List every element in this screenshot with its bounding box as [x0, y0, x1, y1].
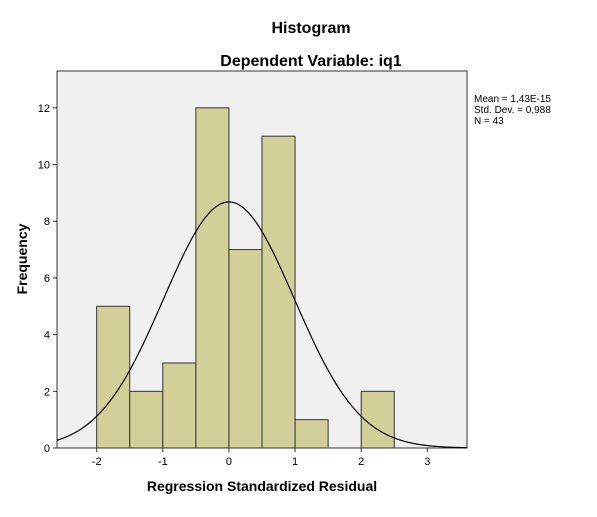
histogram-bar-7 — [294, 419, 329, 449]
histogram-bar-3 — [162, 362, 197, 449]
histogram-bar-5 — [228, 249, 263, 449]
chart-title: Histogram — [271, 20, 350, 37]
bars-layer — [96, 107, 395, 449]
histogram-bar-4 — [195, 107, 230, 449]
histogram-bar-6 — [261, 135, 296, 449]
y-tick-label: 12 — [38, 103, 50, 115]
x-tick-label: 1 — [292, 456, 298, 468]
y-tick-label: 10 — [38, 160, 50, 172]
x-axis-label: Regression Standardized Residual — [147, 478, 377, 494]
chart-subtitle: Dependent Variable: iq1 — [220, 53, 401, 70]
stats-std-dev: Std. Dev. = 0,988 — [474, 105, 551, 116]
x-tick-label: -1 — [158, 456, 168, 468]
y-tick-label: 2 — [44, 386, 50, 398]
x-tick-label: 2 — [358, 456, 364, 468]
histogram-bar-2 — [129, 390, 164, 449]
stats-mean: Mean = 1,43E-15 — [474, 94, 551, 105]
y-axis-label: Frequency — [14, 223, 30, 294]
x-tick-label: -2 — [92, 456, 102, 468]
stats-box: Mean = 1,43E-15 Std. Dev. = 0,988 N = 43 — [474, 94, 551, 127]
y-tick-label: 8 — [44, 216, 50, 228]
histogram-bar-1 — [96, 305, 131, 449]
y-tick-label: 6 — [44, 273, 50, 285]
histogram-bar-8 — [360, 390, 395, 449]
stats-n: N = 43 — [474, 116, 504, 127]
x-tick-label: 3 — [424, 456, 430, 468]
curve-layer — [56, 201, 468, 449]
y-tick-label: 4 — [44, 330, 50, 342]
x-tick-label: 0 — [226, 456, 232, 468]
y-tick-label: 0 — [44, 443, 50, 455]
normal-curve — [56, 201, 468, 449]
